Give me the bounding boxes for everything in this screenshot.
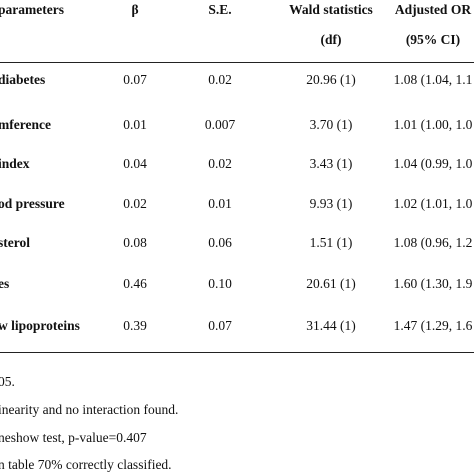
row-label: sterol	[0, 235, 30, 250]
table-cell: 1.08 (0.96, 1.2	[393, 235, 473, 250]
header-cell: (95% CI)	[405, 32, 461, 47]
table-cell: 1.02 (1.01, 1.0	[393, 196, 473, 211]
row-label: w lipoproteins	[0, 318, 80, 333]
table-cell: 1.51 (1)	[309, 235, 353, 250]
header-cell: Adjusted OR	[394, 2, 472, 17]
table-cell: 0.01	[123, 117, 147, 132]
row-label: index	[0, 156, 30, 171]
table-cell: 1.08 (1.04, 1.1	[393, 72, 473, 87]
table-cell: 0.04	[123, 156, 147, 171]
table-cell: 0.10	[208, 276, 232, 291]
table-rule	[0, 352, 474, 353]
table-cell: 0.01	[208, 196, 232, 211]
table-cell: 0.07	[208, 318, 232, 333]
table-cell: 3.43 (1)	[309, 156, 353, 171]
table-cell: 0.007	[204, 117, 236, 132]
table-cell: 1.60 (1.30, 1.9	[393, 276, 473, 291]
row-label: es	[0, 276, 10, 291]
table-cell: 0.02	[123, 196, 147, 211]
table-cell: 3.70 (1)	[309, 117, 353, 132]
footnote: inearity and no interaction found.	[0, 402, 179, 417]
footnote: 05.	[0, 374, 15, 389]
table-cell: 0.06	[208, 235, 232, 250]
table-cell: 1.04 (0.99, 1.0	[393, 156, 473, 171]
table-cell: 1.47 (1.29, 1.6	[393, 318, 473, 333]
header-cell: Wald statistics	[289, 2, 373, 17]
header-cell: S.E.	[208, 2, 232, 17]
row-label: diabetes	[0, 72, 46, 87]
table-cell: 20.61 (1)	[306, 276, 356, 291]
table-rule	[0, 62, 474, 63]
row-label: mference	[0, 117, 51, 132]
table-cell: 0.46	[123, 276, 147, 291]
header-cell: β	[131, 2, 139, 17]
table-cell: 31.44 (1)	[306, 318, 356, 333]
table-cell: 1.01 (1.00, 1.0	[393, 117, 473, 132]
table-cell: 0.39	[123, 318, 147, 333]
table-cell: 0.02	[208, 72, 232, 87]
table-cell: 0.02	[208, 156, 232, 171]
table-cell: 0.07	[123, 72, 147, 87]
row-label: od pressure	[0, 196, 65, 211]
table-cell: 9.93 (1)	[309, 196, 353, 211]
header-cell: (df)	[320, 32, 342, 47]
table-cell: 20.96 (1)	[306, 72, 356, 87]
footnote: neshow test, p-value=0.407	[0, 430, 147, 445]
header-cell: parameters	[0, 2, 64, 17]
footnote: n table 70% correctly classified.	[0, 457, 172, 472]
table-cell: 0.08	[123, 235, 147, 250]
